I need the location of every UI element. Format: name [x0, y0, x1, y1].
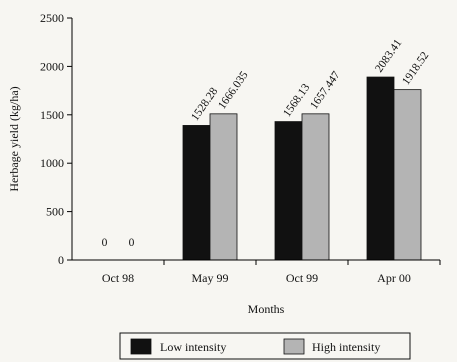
- y-tick-label: 0: [58, 253, 64, 267]
- legend-label: Low intensity: [160, 340, 226, 354]
- legend: Low intensity High intensity: [119, 332, 411, 360]
- bar-low-intensity: [274, 121, 303, 261]
- legend-box: [119, 332, 411, 360]
- x-tick-label: Apr 00: [377, 271, 411, 285]
- y-tick-label: 1500: [40, 108, 64, 122]
- data-label: 0: [102, 237, 108, 249]
- x-tick-label: Oct 99: [286, 271, 318, 285]
- y-axis-title: Herbage yield (kg/ha): [7, 86, 21, 191]
- bar-high-intensity: [209, 113, 238, 261]
- data-label: 1657.447: [308, 69, 343, 111]
- bar-high-intensity: [393, 89, 422, 261]
- x-axis-title: Months: [248, 302, 285, 316]
- legend-swatch: [283, 338, 305, 355]
- legend-swatch: [130, 338, 152, 355]
- legend-label: High intensity: [312, 340, 380, 354]
- y-tick-label: 500: [46, 205, 64, 219]
- bar-low-intensity: [366, 76, 395, 261]
- y-tick-label: 2500: [40, 11, 64, 25]
- x-tick-label: May 99: [192, 271, 229, 285]
- data-label: 1918.52: [400, 50, 431, 88]
- bar-low-intensity: [182, 125, 211, 261]
- x-tick-label: Oct 98: [102, 271, 134, 285]
- data-label: 1666.035: [216, 69, 251, 111]
- data-label: 2083.41: [373, 37, 404, 75]
- bar-high-intensity: [301, 113, 330, 261]
- data-label: 0: [129, 237, 135, 249]
- x-axis-ticks: Oct 98 May 99 Oct 99 Apr 00: [102, 260, 441, 285]
- y-axis-ticks: 0 500 1000 1500 2000 2500: [40, 11, 72, 267]
- y-tick-label: 1000: [40, 156, 64, 170]
- y-tick-label: 2000: [40, 59, 64, 73]
